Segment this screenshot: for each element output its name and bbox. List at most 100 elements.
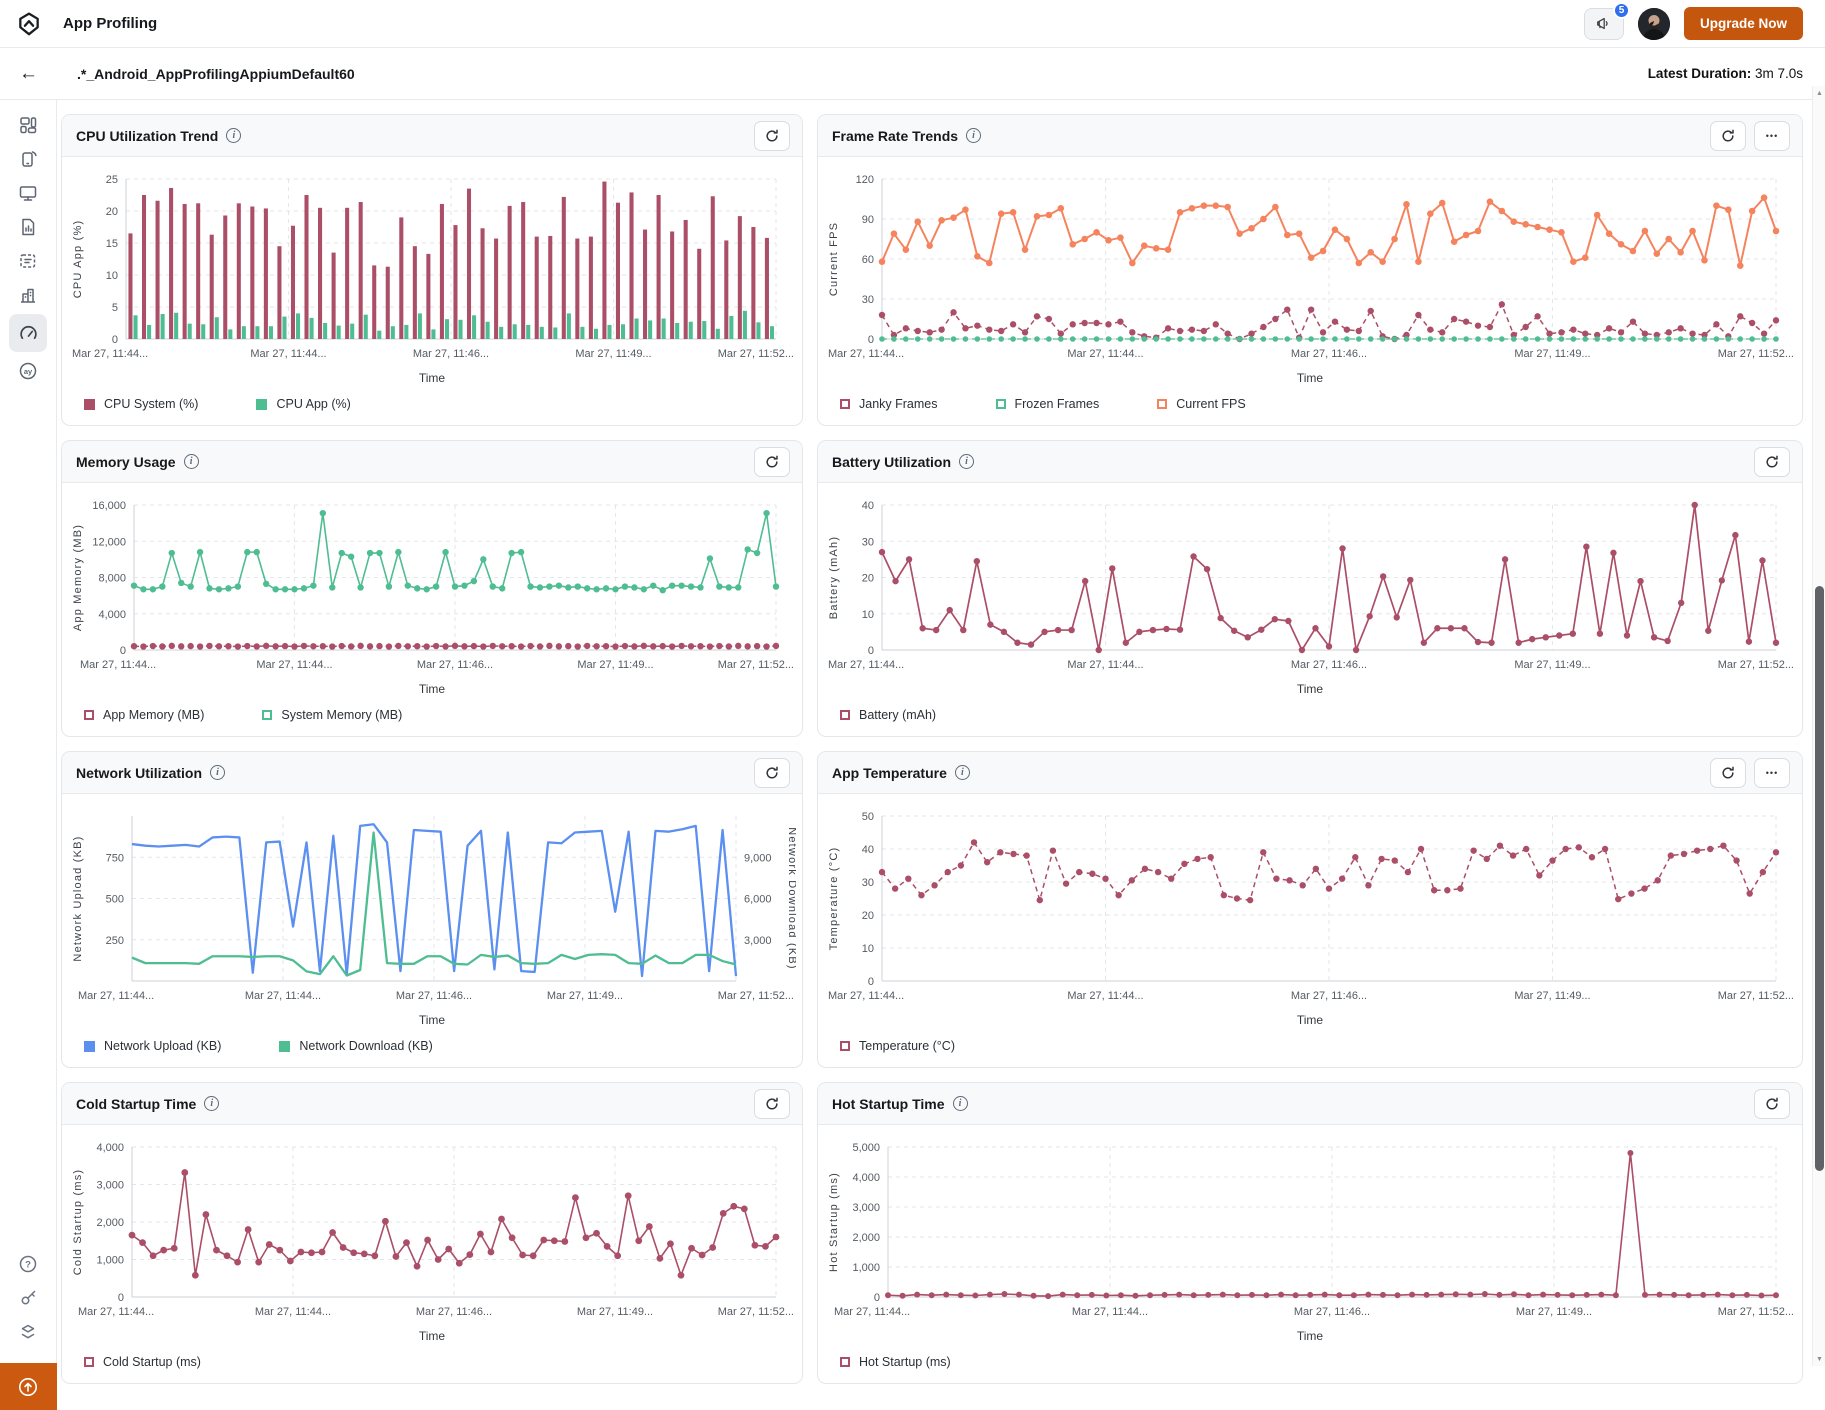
- legend-label: App Memory (MB): [103, 708, 205, 722]
- legend-item[interactable]: Temperature (°C): [840, 1039, 955, 1053]
- legend-item[interactable]: CPU App (%): [256, 397, 351, 411]
- svg-text:3,000: 3,000: [744, 935, 772, 947]
- vertical-scrollbar: ▲ ▼: [1812, 86, 1825, 1366]
- info-icon[interactable]: i: [966, 128, 982, 143]
- refresh-icon: [766, 455, 778, 467]
- svg-text:Mar 27, 11:44...: Mar 27, 11:44...: [72, 348, 148, 360]
- sidebar-item-app-profiling[interactable]: [9, 314, 47, 352]
- refresh-button[interactable]: [1710, 120, 1746, 151]
- refresh-button[interactable]: [1754, 446, 1790, 477]
- top-bar: App Profiling 5 Upgrade Now: [0, 0, 1825, 48]
- x-axis-title: Time: [1296, 371, 1324, 385]
- svg-text:2,000: 2,000: [852, 1232, 880, 1244]
- back-button[interactable]: ←: [0, 63, 57, 85]
- scrollbar-thumb[interactable]: [1815, 586, 1824, 1171]
- cpu-utilization-chart: 0 5 10 15 20 25 Mar 27, 11:44... Mar 27, 11:44.…: [72, 174, 794, 360]
- legend-swatch: [262, 710, 273, 720]
- svg-text:Mar 27, 11:46...: Mar 27, 11:46...: [1291, 990, 1367, 1002]
- refresh-button[interactable]: [754, 1088, 790, 1119]
- info-icon[interactable]: i: [183, 454, 199, 469]
- info-icon[interactable]: i: [210, 765, 226, 780]
- refresh-button[interactable]: [1710, 757, 1746, 788]
- card-app-temperature: App Temperature i ••• 0 10 20 30 40 50 Mar 27,…: [817, 751, 1803, 1068]
- sidebar-item-real-device[interactable]: [9, 142, 47, 176]
- x-axis-title: Time: [418, 1013, 446, 1027]
- brand-logo[interactable]: [0, 11, 57, 37]
- svg-text:Mar 27, 11:44...: Mar 27, 11:44...: [255, 1306, 331, 1318]
- legend-item[interactable]: Frozen Frames: [995, 397, 1100, 411]
- legend-item[interactable]: Network Download (KB): [279, 1039, 433, 1053]
- main-content: CPU Utilization Trend i 0 5 10 15 20 25 Mar 27…: [57, 100, 1825, 1410]
- svg-text:Mar 27, 11:44...: Mar 27, 11:44...: [1067, 990, 1143, 1002]
- refresh-button[interactable]: [754, 446, 790, 477]
- svg-text:Network Download (KB): Network Download (KB): [786, 827, 796, 970]
- sidebar-item-browser-testing[interactable]: [9, 176, 47, 210]
- refresh-button[interactable]: [754, 120, 790, 151]
- card-title: CPU Utilization Trend: [76, 127, 219, 144]
- legend-label: Frozen Frames: [1014, 397, 1100, 411]
- legend-label: Network Upload (KB): [104, 1039, 222, 1053]
- legend-item[interactable]: CPU System (%): [84, 397, 198, 411]
- svg-text:0: 0: [120, 645, 126, 657]
- user-avatar[interactable]: [1637, 7, 1670, 40]
- legend-item[interactable]: Janky Frames: [840, 397, 938, 411]
- legend-item[interactable]: Cold Startup (ms): [84, 1355, 201, 1369]
- card-battery-utilization: Battery Utilization i 0 10 20 30 40 Mar 27, 1…: [817, 440, 1803, 737]
- svg-text:0: 0: [868, 645, 874, 657]
- announcements-button[interactable]: 5: [1583, 1, 1630, 40]
- more-options-button[interactable]: •••: [1754, 120, 1790, 151]
- sidebar-item-organization[interactable]: [9, 278, 47, 312]
- sidebar-item-dashboard[interactable]: [9, 108, 47, 142]
- refresh-button[interactable]: [1754, 1088, 1790, 1119]
- refresh-button[interactable]: [754, 757, 790, 788]
- monitor-icon: [19, 186, 37, 201]
- more-options-button[interactable]: •••: [1754, 757, 1790, 788]
- card-title: Frame Rate Trends: [832, 127, 959, 144]
- latest-duration-label: Latest Duration:: [1647, 66, 1752, 81]
- sidebar-item-help[interactable]: ?: [9, 1247, 47, 1281]
- card-title: Cold Startup Time: [76, 1095, 197, 1112]
- legend-swatch: [995, 399, 1006, 409]
- upload-app-button[interactable]: [0, 1363, 57, 1410]
- svg-text:25: 25: [106, 174, 118, 186]
- info-icon[interactable]: i: [954, 765, 970, 780]
- scroll-up-arrow[interactable]: ▲: [1816, 89, 1823, 97]
- sidebar-item-access-key[interactable]: [9, 1281, 47, 1315]
- svg-text:App Memory (MB): App Memory (MB): [72, 524, 84, 631]
- info-icon[interactable]: i: [204, 1096, 220, 1111]
- accessibility-icon: ay: [19, 362, 37, 380]
- svg-text:Mar 27, 11:44...: Mar 27, 11:44...: [256, 659, 332, 671]
- legend-label: Temperature (°C): [859, 1039, 955, 1053]
- sidebar-item-integrations[interactable]: [9, 1315, 47, 1349]
- svg-text:ay: ay: [24, 367, 33, 376]
- legend-swatch: [84, 1040, 95, 1052]
- svg-text:250: 250: [106, 935, 124, 947]
- legend-swatch: [256, 398, 268, 410]
- sidebar-item-analytics[interactable]: [9, 210, 47, 244]
- legend-item[interactable]: App Memory (MB): [84, 708, 204, 722]
- legend-item[interactable]: System Memory (MB): [262, 708, 402, 722]
- svg-text:120: 120: [856, 174, 874, 186]
- card-frame-rate-trends: Frame Rate Trends i ••• 0 30 60 90 120 Mar 27…: [817, 114, 1803, 426]
- svg-text:0: 0: [118, 1292, 124, 1304]
- info-icon[interactable]: i: [226, 128, 242, 143]
- legend-item[interactable]: Current FPS: [1157, 397, 1246, 411]
- svg-text:50: 50: [862, 811, 874, 823]
- svg-text:6,000: 6,000: [744, 894, 772, 906]
- info-icon[interactable]: i: [959, 454, 975, 469]
- sidebar-item-test-manager[interactable]: [9, 244, 47, 278]
- info-icon[interactable]: i: [952, 1096, 968, 1111]
- svg-text:Mar 27, 11:49...: Mar 27, 11:49...: [577, 1306, 653, 1318]
- upload-arrow-icon: [19, 1377, 37, 1396]
- scroll-down-arrow[interactable]: ▼: [1816, 1355, 1823, 1363]
- svg-text:4,000: 4,000: [852, 1172, 880, 1184]
- legend-item[interactable]: Network Upload (KB): [84, 1039, 221, 1053]
- gauge-icon: [19, 325, 37, 339]
- sidebar-item-accessibility[interactable]: ay: [9, 354, 47, 388]
- upgrade-now-button[interactable]: Upgrade Now: [1683, 7, 1803, 40]
- legend-item[interactable]: Hot Startup (ms): [840, 1355, 951, 1369]
- legend-item[interactable]: Battery (mAh): [840, 708, 936, 722]
- cold-startup-chart: 0 1,000 2,000 3,000 4,000 Mar 27, 11:44... Mar…: [72, 1142, 794, 1318]
- svg-text:20: 20: [106, 206, 118, 218]
- svg-text:Mar 27, 11:49...: Mar 27, 11:49...: [1514, 990, 1590, 1002]
